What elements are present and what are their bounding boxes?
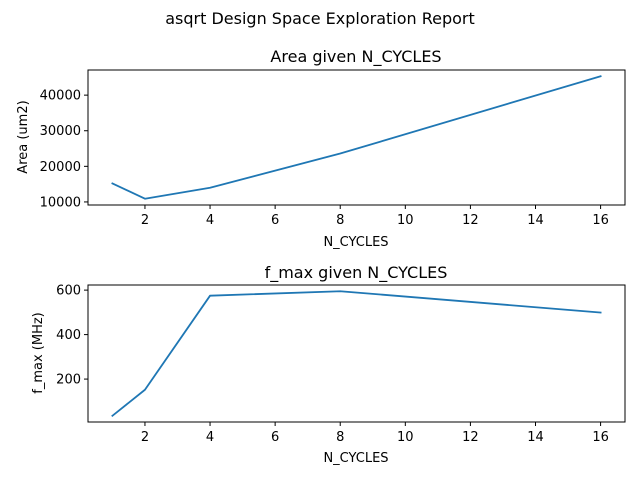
fmax-chart-y-ticks: 200 400 600 (56, 284, 88, 388)
area-chart: Area given N_CYCLES 2 4 6 8 10 12 14 16 10000 20… (16, 47, 626, 250)
area-chart-x-tick-label: 16 (592, 213, 609, 228)
area-chart-x-label: N_CYCLES (323, 235, 388, 250)
fmax-chart-y-label: f_max (MHz) (31, 312, 46, 394)
fmax-chart-x-tick-label: 4 (206, 430, 214, 445)
fmax-chart-x-tick-label: 14 (527, 430, 544, 445)
area-chart-y-tick-label: 10000 (40, 195, 81, 210)
area-chart-x-tick-label: 12 (462, 213, 479, 228)
fmax-chart-y-tick-label: 400 (56, 328, 81, 343)
area-chart-x-tick-label: 6 (271, 213, 279, 228)
area-chart-y-tick-label: 20000 (40, 160, 81, 175)
fmax-chart-plot (111, 290, 602, 418)
area-chart-y-tick-label: 40000 (40, 89, 81, 104)
area-chart-y-ticks: 10000 20000 30000 40000 (40, 89, 88, 210)
area-chart-plot (111, 75, 602, 200)
area-chart-series-line (111, 75, 602, 200)
fmax-chart-x-tick-label: 6 (271, 430, 279, 445)
area-chart-x-tick-label: 8 (336, 213, 344, 228)
fmax-chart-x-tick-label: 2 (141, 430, 149, 445)
fmax-chart-axes-frame (87, 284, 626, 423)
area-chart-x-tick-label: 2 (141, 213, 149, 228)
area-chart-axes-frame (87, 69, 626, 206)
fmax-chart: f_max given N_CYCLES 2 4 6 8 10 12 14 16 200 400… (31, 263, 626, 466)
area-chart-title: Area given N_CYCLES (270, 47, 441, 67)
fmax-chart-x-ticks: 2 4 6 8 10 12 14 16 (141, 422, 609, 445)
fmax-chart-series-line (111, 290, 602, 418)
fmax-chart-y-tick-label: 600 (56, 284, 81, 299)
figure-title: asqrt Design Space Exploration Report (165, 9, 475, 28)
area-chart-x-ticks: 2 4 6 8 10 12 14 16 (141, 205, 609, 228)
fmax-chart-y-tick-label: 200 (56, 373, 81, 388)
area-chart-x-tick-label: 14 (527, 213, 544, 228)
fmax-chart-title: f_max given N_CYCLES (265, 263, 448, 283)
area-chart-y-tick-label: 30000 (40, 124, 81, 139)
area-chart-x-tick-label: 4 (206, 213, 214, 228)
fmax-chart-x-label: N_CYCLES (323, 451, 388, 466)
fmax-chart-x-tick-label: 8 (336, 430, 344, 445)
area-chart-x-tick-label: 10 (397, 213, 414, 228)
fmax-chart-x-tick-label: 10 (397, 430, 414, 445)
fmax-chart-x-tick-label: 12 (462, 430, 479, 445)
area-chart-y-label: Area (um2) (16, 100, 31, 173)
fmax-chart-x-tick-label: 16 (592, 430, 609, 445)
